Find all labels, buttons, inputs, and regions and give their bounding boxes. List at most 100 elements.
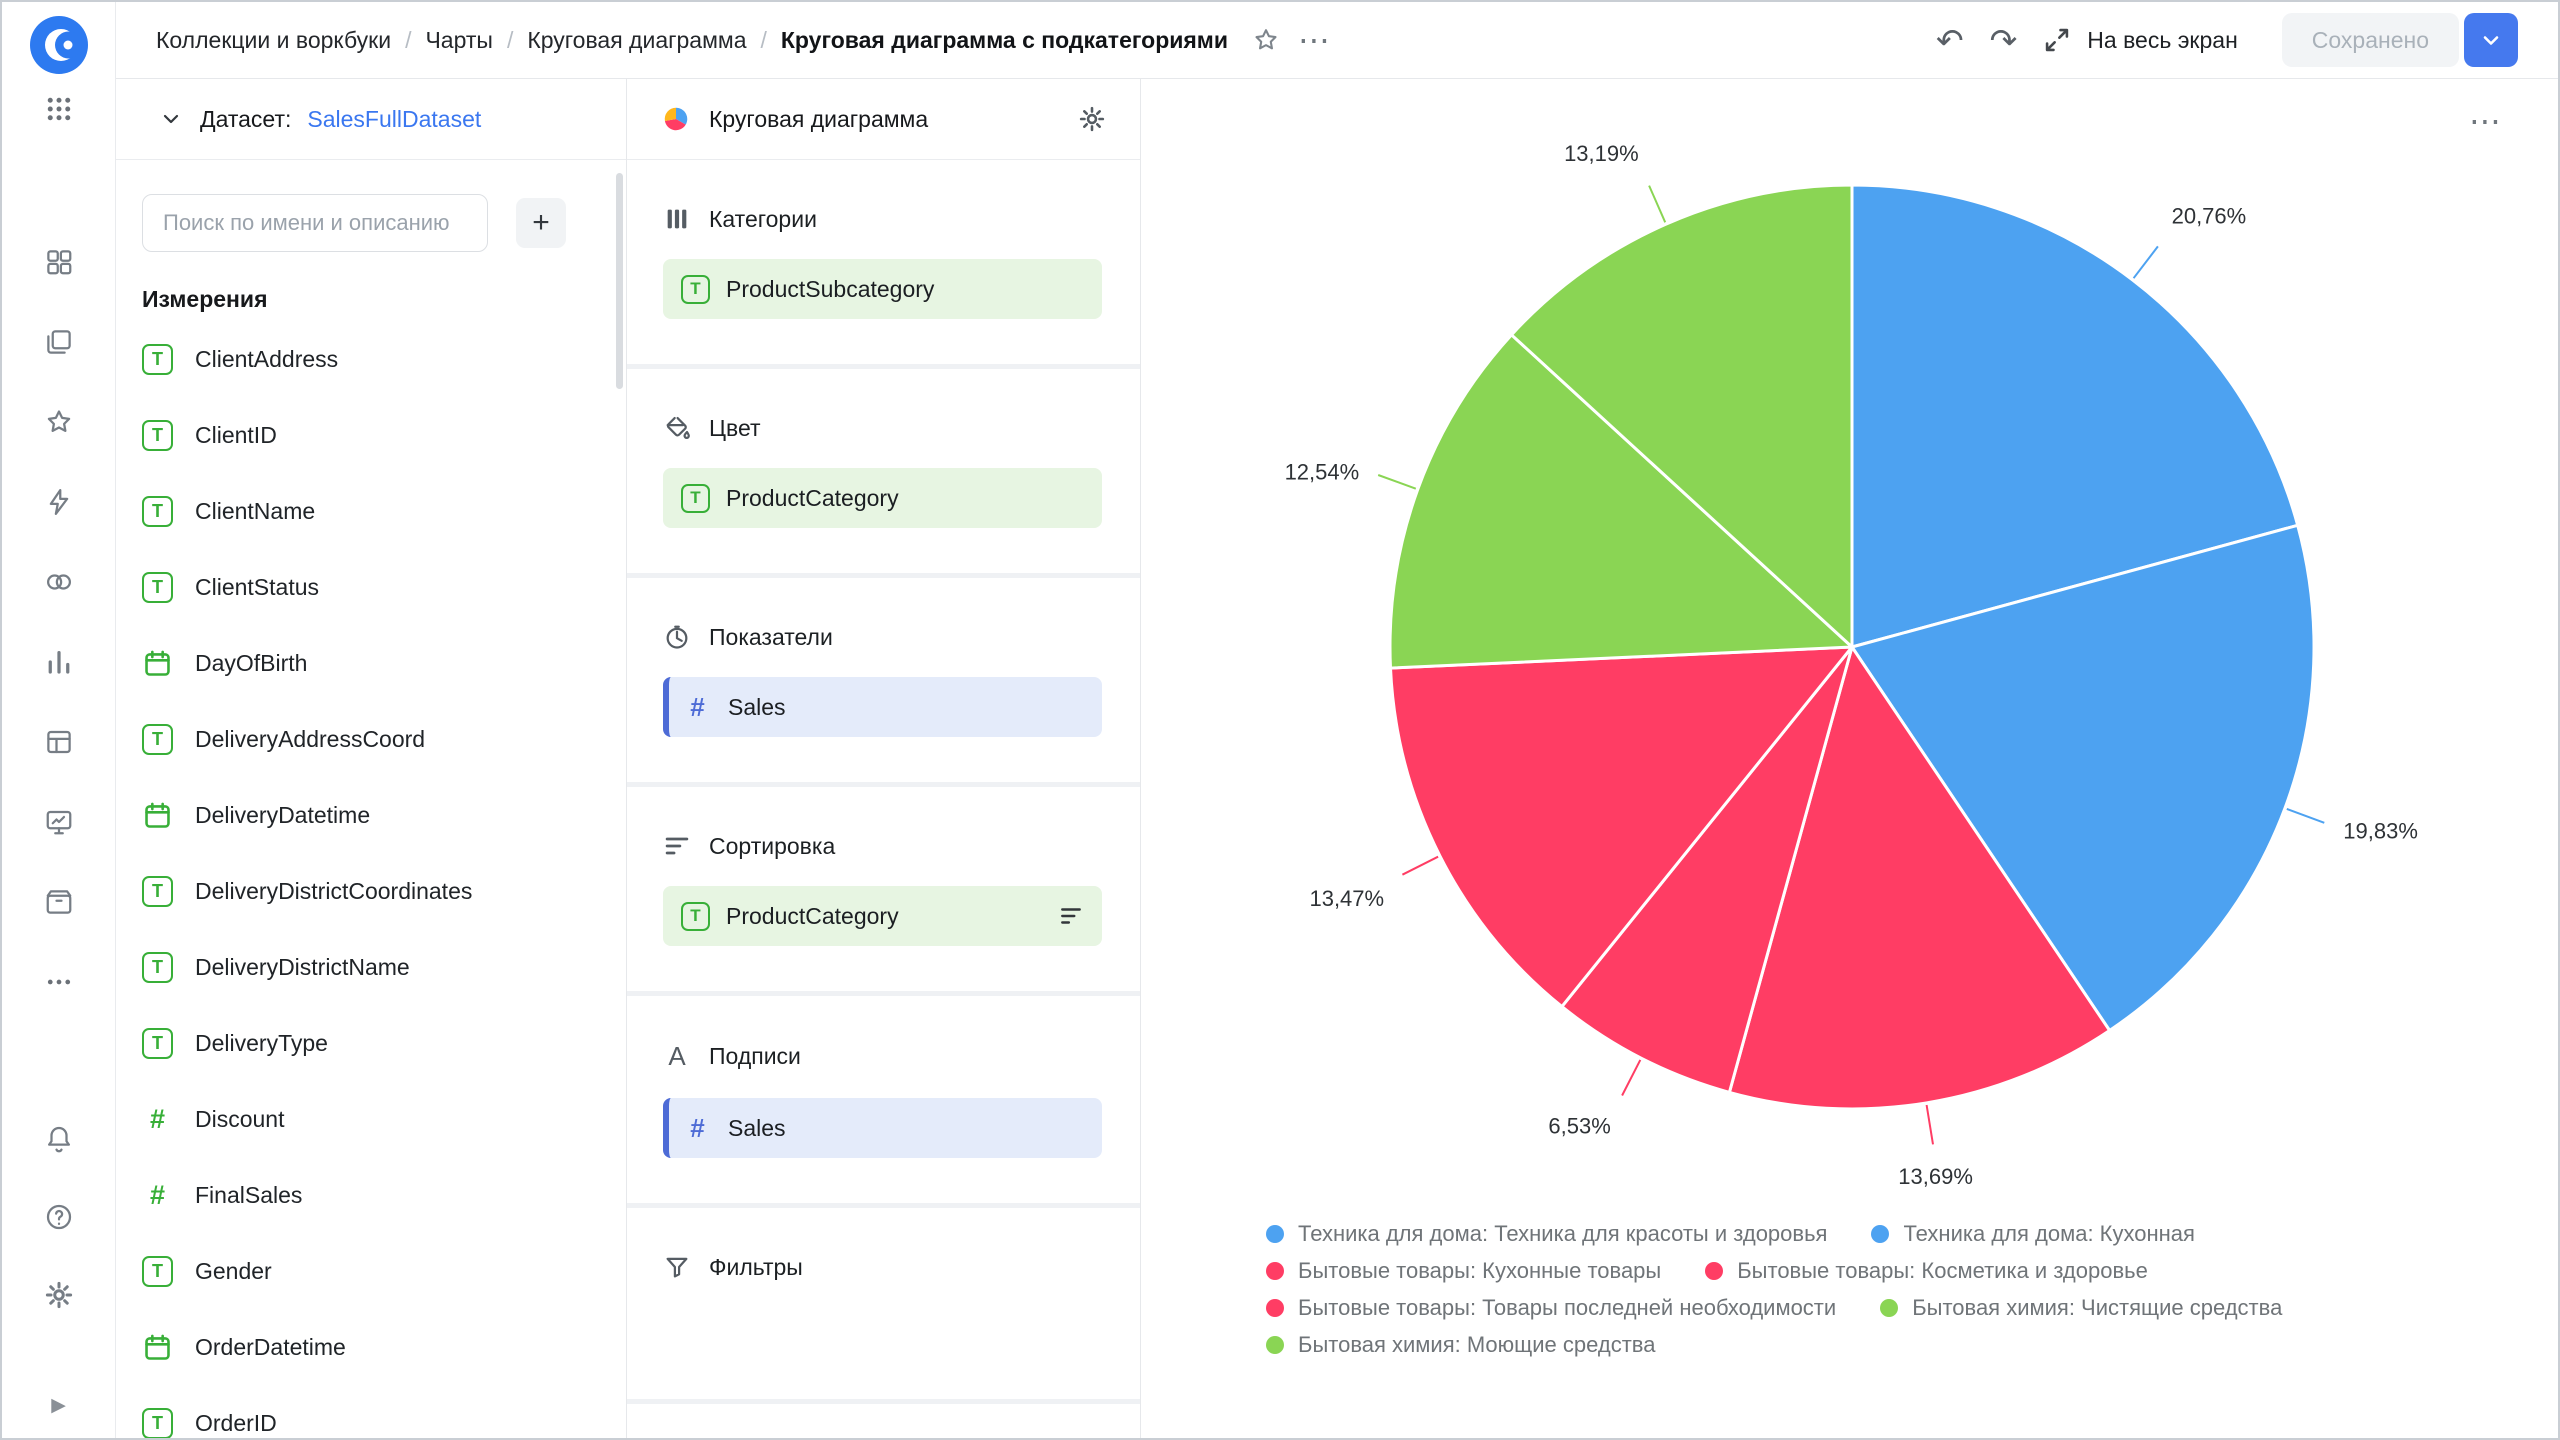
legend-item[interactable]: Бытовая химия: Моющие средства — [1266, 1328, 1655, 1362]
section-measures: Показатели # Sales — [627, 578, 1140, 787]
field-item[interactable]: OrderDatetime — [142, 1309, 616, 1385]
labels-field-chip[interactable]: # Sales — [663, 1098, 1102, 1158]
legend-dot — [1880, 1299, 1899, 1317]
pie-slice[interactable] — [1510, 183, 1854, 649]
field-item[interactable]: T DeliveryDistrictCoordinates — [142, 853, 616, 929]
sort-title: Сортировка — [709, 832, 836, 859]
field-item[interactable]: T ClientAddress — [142, 321, 616, 397]
fullscreen-toggle[interactable]: На весь экран — [2043, 26, 2238, 54]
field-name: FinalSales — [195, 1181, 303, 1208]
field-item[interactable]: T OrderID — [142, 1385, 616, 1438]
field-search-input[interactable] — [142, 194, 488, 252]
text-field-icon: T — [142, 1407, 173, 1438]
field-item[interactable]: T ClientName — [142, 473, 616, 549]
collapse-panel-arrow[interactable]: ▶ — [51, 1394, 66, 1416]
settings-gear-icon[interactable] — [2, 1256, 115, 1334]
field-item[interactable]: DeliveryDatetime — [142, 777, 616, 853]
legend-item[interactable]: Техника для дома: Техника для красоты и … — [1266, 1217, 1827, 1251]
favorites-star-icon[interactable] — [2, 382, 115, 462]
pie-slice[interactable] — [1560, 645, 1854, 1094]
text-field-icon: T — [142, 723, 173, 755]
legend-label: Техника для дома: Техника для красоты и … — [1298, 1221, 1828, 1246]
sort-direction-icon[interactable] — [1058, 903, 1084, 929]
field-item[interactable]: DayOfBirth — [142, 625, 616, 701]
legend-item[interactable]: Бытовые товары: Косметика и здоровье — [1705, 1254, 2148, 1288]
connections-icon[interactable] — [2, 542, 115, 622]
pie-slice[interactable] — [1850, 523, 2316, 1032]
field-item[interactable]: T ClientID — [142, 397, 616, 473]
categories-icon — [667, 209, 687, 229]
legend-label: Техника для дома: Кухонная — [1903, 1221, 2195, 1246]
apps-grid-icon[interactable] — [2, 74, 115, 144]
breadcrumb: Коллекции и воркбуки / Чарты / Круговая … — [156, 27, 1228, 54]
breadcrumb-more-icon[interactable]: ⋯ — [1297, 21, 1333, 59]
chart-settings-gear-icon[interactable] — [1078, 105, 1106, 133]
add-field-button[interactable]: + — [516, 198, 566, 248]
labels-title: Подписи — [709, 1043, 801, 1069]
field-item[interactable]: # FinalSales — [142, 1157, 616, 1233]
fullscreen-label: На весь экран — [2087, 26, 2238, 53]
pie-slice[interactable] — [1727, 645, 2112, 1111]
categories-field-chip[interactable]: T ProductSubcategory — [663, 259, 1102, 319]
datalens-logo[interactable] — [29, 16, 88, 74]
dataset-name-link[interactable]: SalesFullDataset — [307, 105, 482, 132]
dataset-scrollbar[interactable] — [616, 173, 623, 389]
field-item[interactable]: T ClientStatus — [142, 549, 616, 625]
breadcrumb-charts[interactable]: Чарты — [425, 26, 493, 53]
date-field-icon — [145, 802, 170, 828]
field-item[interactable]: T Gender — [142, 1233, 616, 1309]
label-leader-line — [1648, 185, 1667, 223]
number-field-icon: # — [149, 1103, 166, 1134]
datasets-table-icon[interactable] — [2, 702, 115, 782]
breadcrumb-pie-chart[interactable]: Круговая диаграмма — [527, 26, 747, 53]
storage-box-icon[interactable] — [2, 862, 115, 942]
chevron-down-icon — [2483, 36, 2499, 45]
widgets-icon[interactable] — [2, 222, 115, 302]
legend-item[interactable]: Бытовые товары: Товары последней необход… — [1266, 1291, 1836, 1325]
legend-dot — [1266, 1299, 1284, 1317]
favorite-star-icon[interactable] — [1252, 26, 1280, 54]
collections-icon[interactable] — [2, 302, 115, 382]
redo-icon[interactable]: ↷ — [1989, 20, 2018, 60]
section-color: Цвет T ProductCategory — [627, 369, 1140, 578]
date-field-icon — [145, 650, 170, 676]
quick-actions-lightning-icon[interactable] — [2, 462, 115, 542]
saved-button[interactable]: Сохранено — [2281, 13, 2459, 67]
legend-item[interactable]: Бытовая химия: Чистящие средства — [1880, 1291, 2282, 1325]
pie-slice[interactable] — [1850, 183, 2300, 649]
expand-icon — [2046, 28, 2069, 52]
breadcrumb-collections[interactable]: Коллекции и воркбуки — [156, 26, 392, 53]
measures-field-chip[interactable]: # Sales — [663, 677, 1102, 737]
dataset-header[interactable]: Датасет: SalesFullDataset — [116, 79, 626, 160]
legend-item[interactable]: Техника для дома: Кухонная — [1871, 1217, 2195, 1251]
pie-slice[interactable] — [1389, 645, 1854, 1009]
legend-item[interactable]: Бытовые товары: Кухонные товары — [1266, 1254, 1661, 1288]
notifications-bell-icon[interactable] — [2, 1100, 115, 1178]
field-name: Gender — [195, 1257, 272, 1284]
charts-icon[interactable] — [2, 622, 115, 702]
text-field-icon: T — [142, 951, 173, 983]
help-icon[interactable] — [2, 1178, 115, 1256]
field-item[interactable]: T DeliveryType — [142, 1005, 616, 1081]
pie-slice[interactable] — [1388, 333, 1854, 670]
field-name: Discount — [195, 1105, 285, 1132]
chart-more-menu-icon[interactable]: ⋯ — [2469, 102, 2504, 140]
sort-field-chip[interactable]: T ProductCategory — [663, 886, 1102, 946]
text-field-icon: T — [142, 495, 173, 527]
topbar-actions: ↶ ↷ На весь экран Сохранено — [1936, 13, 2518, 67]
breadcrumb-current-title[interactable]: Круговая диаграмма с подкатегориями — [780, 26, 1228, 53]
more-items-icon[interactable] — [2, 942, 115, 1022]
color-field-chip[interactable]: T ProductCategory — [663, 468, 1102, 528]
filters-funnel-icon — [666, 1257, 688, 1278]
label-leader-line — [1925, 1104, 1934, 1145]
dashboards-monitor-icon[interactable] — [2, 782, 115, 862]
field-item[interactable]: T DeliveryAddressCoord — [142, 701, 616, 777]
chart-type-header[interactable]: Круговая диаграмма — [627, 79, 1140, 160]
field-item[interactable]: # Discount — [142, 1081, 616, 1157]
field-item[interactable]: T DeliveryDistrictName — [142, 929, 616, 1005]
pie-chart-svg: 20,76% 19,83% 13,69% 6,53% 13,47% 12,54% 13,19… — [1285, 141, 2418, 1189]
field-name: OrderID — [195, 1409, 277, 1436]
save-dropdown-button[interactable] — [2464, 13, 2518, 67]
undo-icon[interactable]: ↶ — [1935, 20, 1964, 60]
